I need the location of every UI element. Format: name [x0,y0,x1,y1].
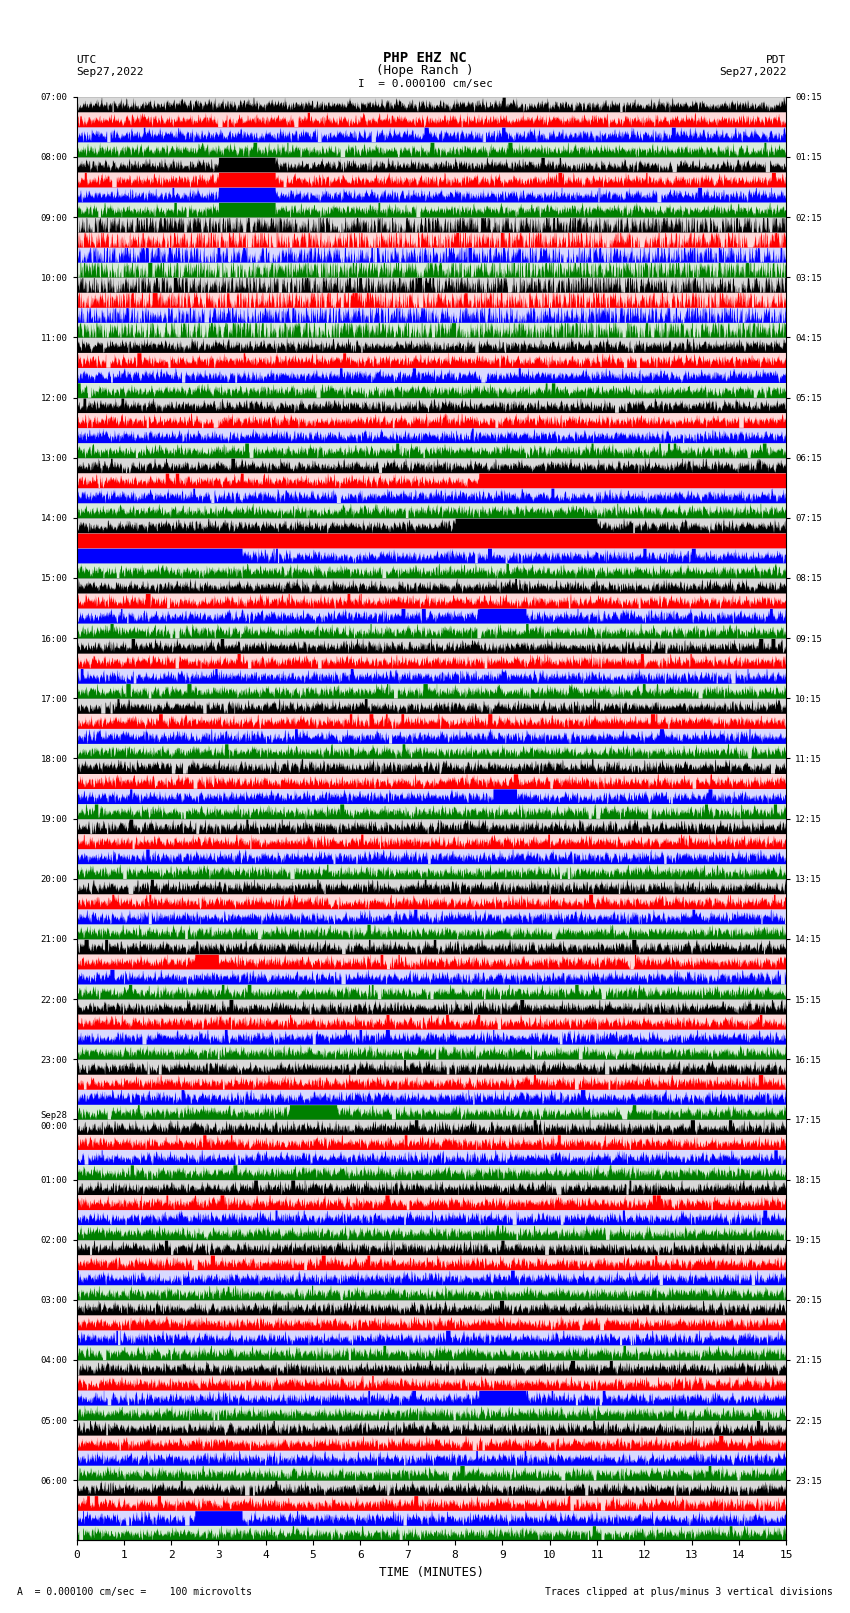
Text: Sep27,2022: Sep27,2022 [719,68,786,77]
Text: Traces clipped at plus/minus 3 vertical divisions: Traces clipped at plus/minus 3 vertical … [545,1587,833,1597]
Text: A  = 0.000100 cm/sec =    100 microvolts: A = 0.000100 cm/sec = 100 microvolts [17,1587,252,1597]
Text: PDT: PDT [766,55,786,65]
Text: PHP EHZ NC: PHP EHZ NC [383,52,467,65]
X-axis label: TIME (MINUTES): TIME (MINUTES) [379,1566,484,1579]
Text: UTC: UTC [76,55,97,65]
Text: Sep27,2022: Sep27,2022 [76,68,144,77]
Text: (Hope Ranch ): (Hope Ranch ) [377,65,473,77]
Text: I  = 0.000100 cm/sec: I = 0.000100 cm/sec [358,79,492,89]
